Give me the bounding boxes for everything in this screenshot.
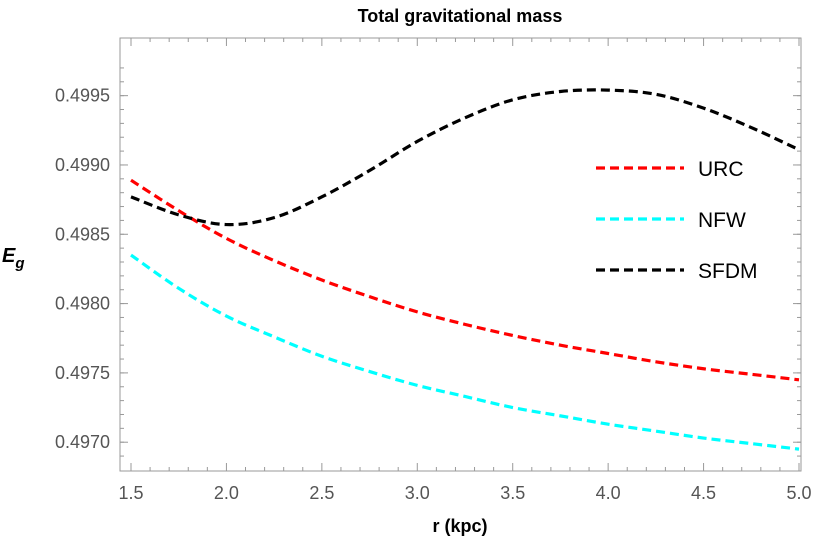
y-tick-label: 0.4990 xyxy=(55,155,110,175)
y-tick-label: 0.4975 xyxy=(55,363,110,383)
legend: URC NFW SFDM xyxy=(596,158,758,283)
series-line-urc xyxy=(130,178,800,382)
x-tick-label: 2.5 xyxy=(309,483,334,503)
legend-label-sfdm: SFDM xyxy=(698,260,758,283)
plot-frame xyxy=(119,37,802,472)
series-line-nfw xyxy=(130,253,800,451)
y-axis-label-subscript: g xyxy=(14,255,24,272)
x-tick-label: 5.0 xyxy=(786,483,811,503)
x-tick-label: 4.5 xyxy=(691,483,716,503)
y-tick-label: 0.4970 xyxy=(55,432,110,452)
x-tick-label: 3.5 xyxy=(500,483,525,503)
x-tick-label: 3.0 xyxy=(405,483,430,503)
chart-title: Total gravitational mass xyxy=(358,6,563,26)
legend-label-urc: URC xyxy=(698,158,744,181)
series-lines xyxy=(130,88,800,451)
y-tick-label: 0.4980 xyxy=(55,294,110,314)
x-tick-label: 2.0 xyxy=(214,483,239,503)
legend-label-nfw: NFW xyxy=(698,209,746,232)
x-tick-label: 1.5 xyxy=(118,483,143,503)
x-tick-label: 4.0 xyxy=(596,483,621,503)
y-tick-label: 0.4985 xyxy=(55,224,110,244)
x-axis-label: r (kpc) xyxy=(432,516,487,536)
y-axis-label-main: E xyxy=(2,245,16,267)
y-axis-label: Eg xyxy=(2,245,25,272)
y-tick-label: 0.4995 xyxy=(55,86,110,106)
axis-ticks: 1.5 2.0 2.5 3.0 3.5 4.0 4.5 5.0 0.4970 0.4975 0.49… xyxy=(55,38,812,503)
series-line-sfdm xyxy=(130,88,800,227)
